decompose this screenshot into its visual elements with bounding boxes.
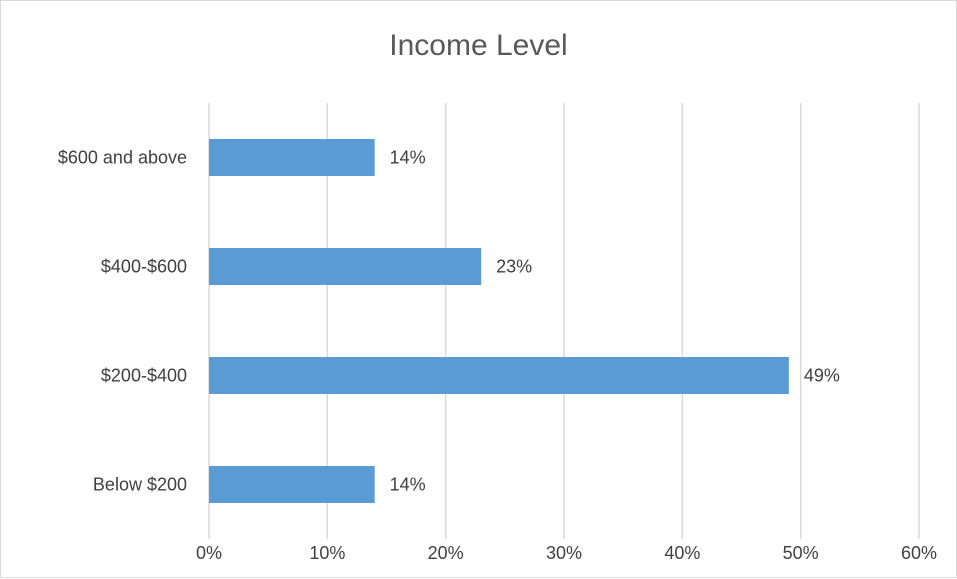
x-tick-label-0: 0% [196,543,222,563]
chart-title: Income Level [389,29,568,62]
x-tick-label-6: 60% [901,543,937,563]
category-label-0: $600 and above [58,148,187,168]
x-tick-label-2: 20% [428,543,464,563]
bar-2 [209,357,789,394]
data-label-2: 49% [804,366,840,386]
x-tick-label-1: 10% [309,543,345,563]
category-label-2: $200-$400 [101,366,187,386]
data-label-3: 14% [390,475,426,495]
data-label-0: 14% [390,148,426,168]
bar-3 [209,466,375,503]
data-label-1: 23% [496,257,532,277]
category-label-1: $400-$600 [101,257,187,277]
bar-0 [209,139,375,176]
x-tick-label-4: 40% [664,543,700,563]
x-tick-label-5: 50% [783,543,819,563]
bar-1 [209,248,482,285]
x-tick-label-3: 30% [546,543,582,563]
category-label-3: Below $200 [93,475,187,495]
